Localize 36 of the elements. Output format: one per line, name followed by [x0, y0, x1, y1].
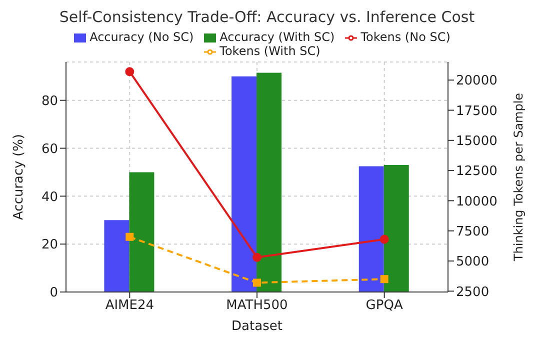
y-tick-label: 40 — [41, 190, 58, 205]
y2-tick-label: 2500 — [456, 284, 490, 300]
y2-tick-label: 12500 — [456, 164, 498, 180]
legend-label: Tokens (No SC) — [360, 30, 450, 44]
chart-title: Self-Consistency Trade-Off: Accuracy vs. Inference Cost — [58, 8, 476, 26]
y-tick-label: 60 — [41, 142, 58, 157]
bar — [384, 165, 409, 292]
point — [253, 278, 261, 287]
x-tick-label: GPQA — [366, 298, 403, 314]
y2-tick-label: 20000 — [456, 74, 498, 89]
point — [125, 67, 134, 76]
y2-tick-label: 7500 — [456, 224, 490, 240]
x-axis-title: Dataset — [232, 319, 282, 334]
y-tick-label: 0 — [50, 286, 58, 301]
y2-axis-title: Thinking Tokens per Sample — [511, 92, 526, 262]
bar — [256, 72, 282, 292]
y-axis-title: Accuracy (%) — [12, 134, 27, 220]
bar — [129, 172, 154, 292]
legend-label: Accuracy (With SC) — [220, 30, 335, 44]
y-tick-label: 20 — [41, 238, 58, 253]
y2-tick-label: 15000 — [456, 134, 498, 150]
y2-tick-label: 17500 — [456, 104, 498, 119]
bar — [232, 76, 257, 292]
point — [380, 275, 388, 284]
point — [126, 232, 134, 241]
x-tick-label: MATH500 — [226, 298, 288, 314]
legend-label: Accuracy (No SC) — [90, 30, 194, 44]
point — [380, 234, 389, 244]
y2-tick-label: 10000 — [456, 194, 498, 210]
bar — [104, 220, 130, 292]
legend-label: Tokens (With SC) — [220, 44, 320, 58]
y-tick-label: 80 — [41, 94, 58, 109]
x-tick-label: AIME24 — [105, 298, 154, 314]
bar — [358, 166, 384, 292]
y2-tick-label: 5000 — [456, 254, 490, 270]
point — [252, 252, 262, 262]
